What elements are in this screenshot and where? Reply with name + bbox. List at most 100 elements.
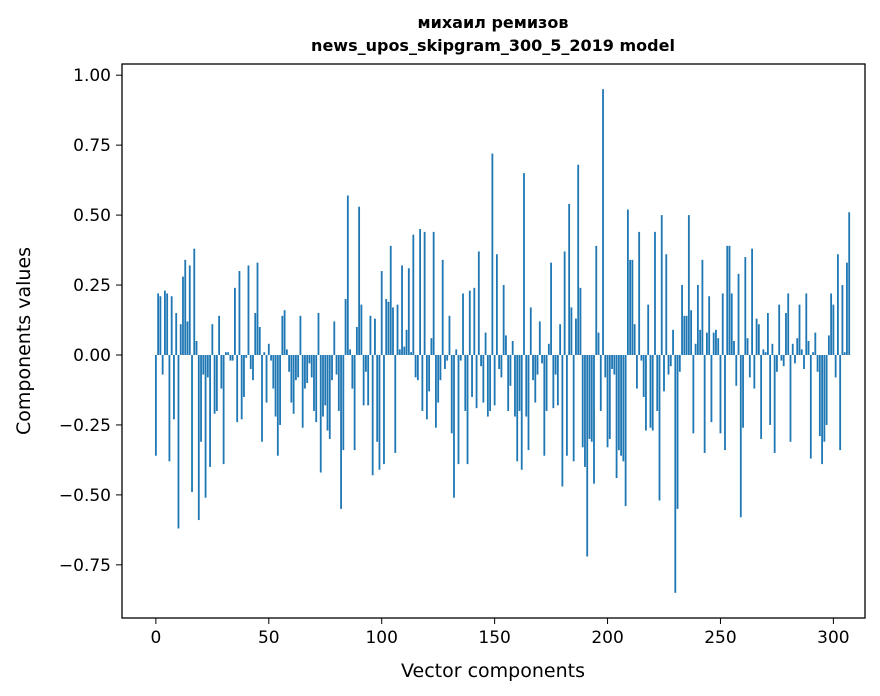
- bar-137: [464, 354, 467, 411]
- bar-255: [730, 293, 733, 355]
- bar-245: [708, 296, 711, 355]
- bar-153: [500, 354, 503, 378]
- bar-189: [581, 354, 584, 448]
- bar-142: [475, 354, 478, 409]
- bar-102: [385, 299, 388, 355]
- bar-165: [527, 354, 530, 451]
- bar-216: [642, 354, 645, 397]
- bar-264: [751, 248, 753, 355]
- bar-236: [687, 215, 690, 355]
- bar-301: [834, 354, 837, 378]
- bar-302: [837, 254, 839, 355]
- bar-164: [525, 354, 528, 417]
- bar-166: [529, 307, 532, 355]
- bar-120: [425, 354, 428, 420]
- bar-281: [789, 354, 792, 442]
- bar-11: [179, 324, 182, 355]
- bar-294: [818, 354, 821, 437]
- bar-306: [846, 262, 848, 355]
- bar-170: [538, 321, 541, 355]
- bar-252: [724, 354, 726, 451]
- bar-59: [288, 354, 291, 372]
- bar-249: [717, 338, 720, 355]
- bar-84: [344, 299, 347, 355]
- bar-202: [611, 354, 613, 369]
- bar-0: [154, 354, 157, 456]
- bar-167: [532, 354, 534, 381]
- bar-292: [814, 332, 817, 355]
- bar-1: [157, 293, 160, 355]
- x-tick-label: 150: [478, 628, 510, 648]
- bar-288: [805, 293, 808, 355]
- bar-175: [550, 262, 552, 355]
- bar-29: [220, 354, 223, 389]
- bar-199: [604, 354, 607, 378]
- bar-116: [416, 354, 419, 381]
- bar-266: [755, 318, 758, 355]
- bar-261: [744, 257, 747, 355]
- bar-90: [358, 206, 361, 355]
- bar-211: [631, 259, 634, 355]
- bar-149: [491, 153, 494, 355]
- bar-133: [455, 349, 458, 355]
- bar-305: [843, 352, 846, 355]
- bar-86: [349, 349, 351, 355]
- bar-179: [559, 324, 562, 355]
- bar-220: [651, 354, 654, 431]
- bar-43: [252, 354, 254, 381]
- bar-247: [712, 332, 715, 355]
- bar-200: [606, 354, 609, 448]
- bar-239: [694, 343, 697, 355]
- bar-227: [667, 354, 670, 375]
- bar-148: [489, 354, 492, 411]
- bar-73: [319, 354, 322, 473]
- bar-9: [175, 313, 178, 355]
- bar-32: [227, 352, 230, 355]
- bar-38: [240, 354, 243, 420]
- bar-92: [362, 354, 365, 406]
- bar-124: [435, 354, 437, 428]
- bar-285: [798, 304, 801, 355]
- bar-5: [166, 293, 169, 355]
- bar-58: [285, 349, 288, 355]
- bar-105: [392, 307, 394, 355]
- bar-228: [669, 354, 672, 367]
- bar-209: [626, 209, 629, 355]
- bar-95: [369, 315, 372, 355]
- bar-269: [762, 349, 765, 355]
- bar-287: [803, 354, 805, 369]
- bar-259: [739, 354, 742, 518]
- bar-201: [608, 354, 611, 439]
- bar-208: [624, 354, 627, 507]
- bar-93: [365, 354, 367, 372]
- bar-82: [340, 354, 342, 509]
- bar-85: [346, 195, 349, 355]
- bar-76: [326, 354, 329, 431]
- bar-159: [514, 354, 516, 417]
- bar-192: [588, 354, 591, 439]
- bar-97: [374, 318, 376, 355]
- bar-171: [541, 354, 543, 364]
- bar-138: [466, 354, 469, 465]
- bar-136: [462, 293, 464, 355]
- bar-64: [299, 315, 302, 355]
- x-tick-label: 100: [365, 628, 397, 648]
- bar-299: [830, 293, 833, 355]
- bar-2: [159, 296, 162, 355]
- bar-207: [622, 354, 625, 462]
- bar-63: [297, 354, 300, 378]
- bar-307: [848, 212, 851, 355]
- bar-251: [721, 293, 724, 355]
- bar-151: [495, 254, 498, 355]
- bar-55: [279, 354, 281, 425]
- bar-289: [807, 341, 810, 355]
- bar-119: [423, 231, 426, 355]
- bar-274: [773, 354, 776, 453]
- bar-67: [306, 354, 309, 383]
- bar-35: [234, 287, 236, 355]
- bar-195: [595, 245, 598, 355]
- bar-221: [654, 231, 656, 355]
- chart-title-line1: михаил ремизов: [418, 13, 569, 32]
- bar-48: [263, 352, 266, 355]
- bar-10: [177, 354, 180, 529]
